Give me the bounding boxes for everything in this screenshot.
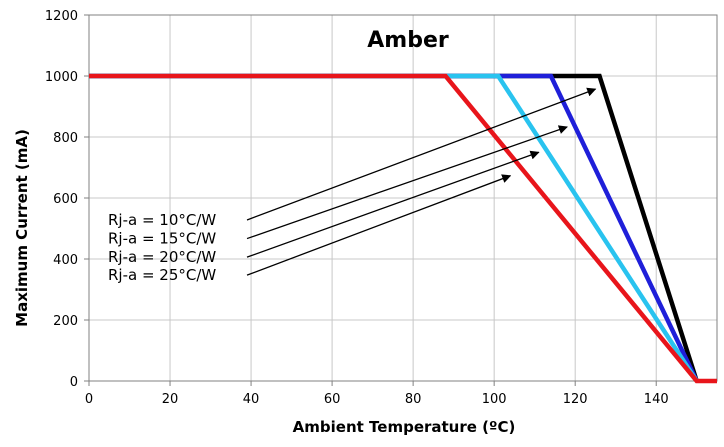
x-tick-label: 60 xyxy=(324,392,341,407)
x-axis-label: Ambient Temperature (ºC) xyxy=(293,418,516,436)
tick-labels: 0 20 40 60 80 100 120 140 0 200 400 600 800 1000 1200 xyxy=(45,9,669,407)
x-tick-label: 40 xyxy=(243,392,260,407)
y-tick-label: 0 xyxy=(70,375,78,390)
chart-title: Amber xyxy=(367,28,449,53)
annotation-label: Rj-a = 15°C/W xyxy=(108,230,216,248)
x-tick-label: 0 xyxy=(85,392,93,407)
y-tick-label: 800 xyxy=(53,131,78,146)
y-tick-label: 1200 xyxy=(45,9,78,24)
series-line-3 xyxy=(89,73,717,384)
annotation-arrow xyxy=(246,150,540,258)
y-tick-label: 600 xyxy=(53,192,78,207)
x-tick-label: 80 xyxy=(405,392,422,407)
x-tick-label: 20 xyxy=(162,392,179,407)
y-axis-label: Maximum Current (mA) xyxy=(13,129,31,327)
annotation-arrow xyxy=(246,87,597,221)
x-tick-label: 100 xyxy=(482,392,507,407)
y-tick-label: 200 xyxy=(53,314,78,329)
annotation-labels: Rj-a = 10°C/WRj-a = 15°C/WRj-a = 20°C/WR… xyxy=(108,211,216,284)
annotation-arrows xyxy=(246,87,597,276)
x-tick-label: 120 xyxy=(563,392,588,407)
annotation-label: Rj-a = 10°C/W xyxy=(108,211,216,229)
annotation-arrow xyxy=(246,125,568,240)
y-tick-label: 1000 xyxy=(45,70,78,85)
y-tick-label: 400 xyxy=(53,253,78,268)
annotation-label: Rj-a = 20°C/W xyxy=(108,248,216,266)
annotation-label: Rj-a = 25°C/W xyxy=(108,266,216,284)
annotation-arrow xyxy=(246,174,512,276)
series-layer xyxy=(89,73,717,384)
grid-layer xyxy=(88,14,717,382)
x-tick-label: 140 xyxy=(644,392,669,407)
